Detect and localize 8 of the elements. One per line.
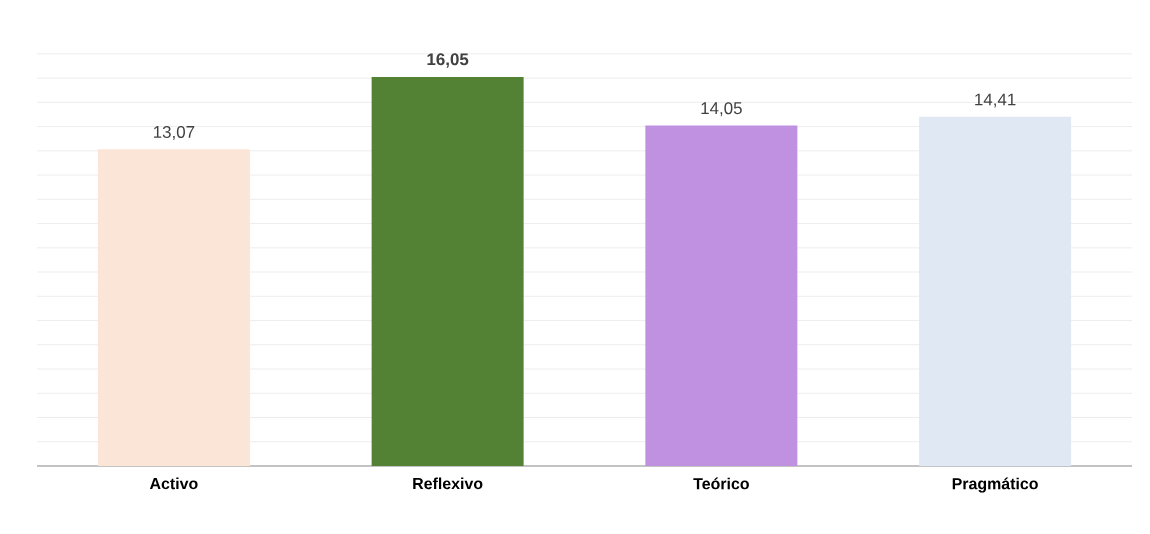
data-label: 14,41 (975, 93, 1016, 108)
data-label: 13,07 (153, 125, 195, 140)
x-tick-label: Activo (149, 477, 198, 490)
data-label: 16,05 (427, 53, 469, 68)
x-tick-label: Teórico (693, 477, 749, 490)
data-label: 14,05 (701, 102, 742, 117)
x-tick-label: Reflexivo (413, 477, 483, 490)
x-tick-label: Pragmático (952, 477, 1038, 493)
